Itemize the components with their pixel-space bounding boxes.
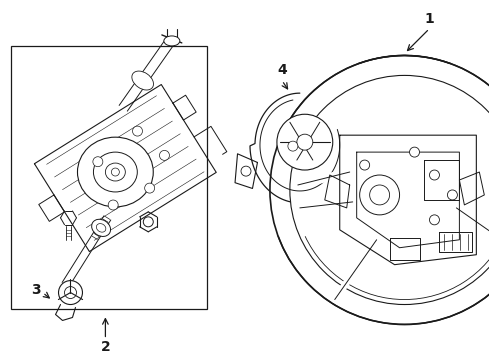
Text: 3: 3 [31, 283, 40, 297]
Text: 1: 1 [425, 12, 434, 26]
Circle shape [410, 147, 419, 157]
Circle shape [360, 160, 369, 170]
Ellipse shape [94, 152, 137, 192]
Circle shape [111, 168, 120, 176]
Ellipse shape [132, 71, 153, 90]
Circle shape [429, 170, 440, 180]
Circle shape [159, 150, 170, 160]
Circle shape [447, 190, 457, 200]
Circle shape [145, 183, 155, 193]
Text: 2: 2 [100, 340, 110, 354]
Circle shape [288, 141, 298, 151]
Circle shape [93, 157, 103, 167]
Ellipse shape [77, 137, 153, 207]
Circle shape [132, 126, 143, 136]
Circle shape [270, 55, 490, 324]
Circle shape [277, 114, 333, 170]
Text: 4: 4 [277, 63, 287, 77]
Circle shape [360, 175, 399, 215]
Circle shape [58, 280, 82, 305]
Bar [11, 45, 207, 310]
Circle shape [297, 134, 313, 150]
Circle shape [369, 185, 390, 205]
Circle shape [290, 75, 490, 305]
Ellipse shape [92, 219, 111, 237]
Ellipse shape [105, 163, 125, 181]
Ellipse shape [164, 36, 180, 46]
Circle shape [241, 166, 251, 176]
Circle shape [143, 217, 153, 227]
Circle shape [108, 200, 118, 210]
Circle shape [65, 287, 76, 298]
Circle shape [429, 215, 440, 225]
Ellipse shape [97, 224, 106, 232]
